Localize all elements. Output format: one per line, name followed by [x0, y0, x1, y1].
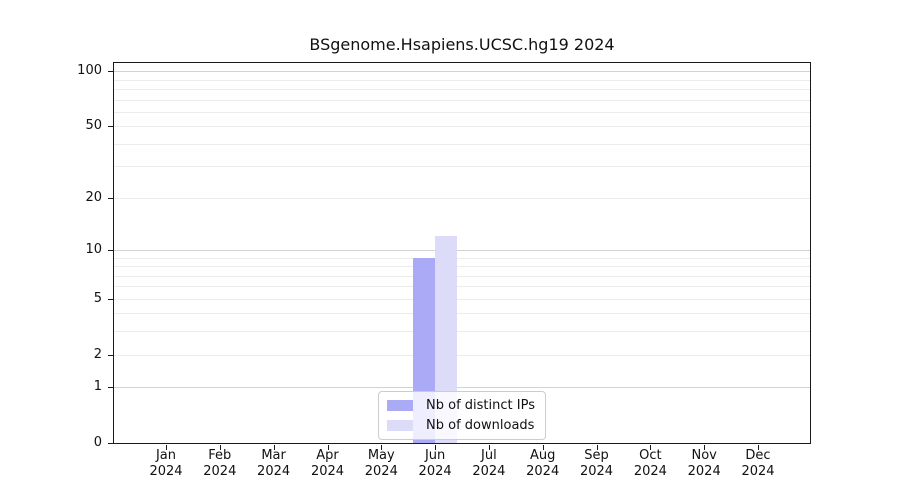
y-tick-20: [108, 197, 113, 199]
x-tick-label-dec: Dec 2024: [741, 448, 775, 479]
gridline-major-10: [114, 249, 810, 251]
gridline-minor-80: [114, 89, 810, 91]
x-tick-oct: [650, 445, 652, 450]
legend-swatch-distinct-ips: [387, 400, 414, 411]
gridline-minor-30: [114, 166, 810, 168]
gridline-minor-5: [114, 298, 810, 300]
x-tick-label-may: May 2024: [364, 448, 398, 479]
x-tick-label-apr: Apr 2024: [310, 448, 345, 479]
x-tick-label-jan: Jan 2024: [149, 448, 183, 479]
legend-entry-distinct-ips: Nb of distinct IPs: [387, 398, 535, 413]
x-tick-jun: [435, 445, 437, 450]
y-tick-label-100: 100: [77, 63, 102, 79]
gridline-minor-60: [114, 111, 810, 113]
chart-legend: Nb of distinct IPs Nb of downloads: [378, 391, 546, 440]
x-tick-label-jun: Jun 2024: [418, 448, 452, 479]
y-tick-100: [108, 71, 113, 73]
gridline-minor-9: [114, 257, 810, 259]
x-tick-label-jul: Jul 2024: [472, 448, 506, 479]
x-tick-nov: [704, 445, 706, 450]
x-tick-label-mar: Mar 2024: [257, 448, 291, 479]
chart-title: BSgenome.Hsapiens.UCSC.hg19 2024: [309, 35, 615, 54]
legend-entry-downloads: Nb of downloads: [387, 418, 535, 433]
y-tick-5: [108, 298, 113, 300]
gridline-minor-40: [114, 143, 810, 145]
x-tick-label-sep: Sep 2024: [579, 448, 614, 479]
plot-area: Nb of distinct IPs Nb of downloads 0 1 2 5 1…: [77, 62, 811, 479]
legend-label-distinct-ips: Nb of distinct IPs: [426, 398, 535, 413]
gridline-minor-6: [114, 286, 810, 288]
x-tick-dec: [758, 445, 759, 450]
x-tick-aug: [542, 445, 544, 450]
x-tick-label-nov: Nov 2024: [687, 448, 721, 479]
gridline-major-100: [114, 71, 810, 73]
y-tick-label-50: 50: [85, 118, 102, 134]
y-tick-label-1: 1: [93, 379, 102, 395]
y-tick-2: [108, 354, 113, 356]
y-tick-label-5: 5: [93, 290, 102, 306]
x-tick-label-oct: Oct 2024: [633, 448, 667, 479]
x-tick-label-feb: Feb 2024: [203, 448, 237, 479]
y-tick-label-2: 2: [93, 346, 102, 362]
legend-swatch-downloads: [387, 420, 414, 431]
y-tick-label-20: 20: [85, 189, 102, 205]
gridline-minor-4: [114, 313, 810, 315]
y-tick-50: [108, 126, 113, 128]
gridline-minor-2: [114, 354, 810, 356]
gridline-minor-8: [114, 266, 810, 267]
y-tick-0: [108, 443, 113, 444]
x-tick-jan: [166, 445, 167, 450]
y-tick-10: [108, 249, 113, 251]
x-tick-sep: [596, 445, 598, 450]
y-tick-label-10: 10: [85, 241, 102, 257]
gridline-minor-90: [114, 79, 810, 81]
x-tick-mar: [273, 445, 275, 450]
gridline-minor-7: [114, 275, 810, 277]
x-tick-label-aug: Aug 2024: [526, 448, 560, 479]
x-tick-feb: [219, 445, 221, 450]
gridline-major-1: [114, 387, 810, 389]
legend-label-downloads: Nb of downloads: [426, 418, 535, 433]
gridline-minor-70: [114, 99, 810, 101]
y-tick-label-0: 0: [93, 435, 102, 450]
y-tick-1: [108, 387, 113, 389]
gridline-minor-50: [114, 126, 810, 128]
gridline-minor-3: [114, 331, 810, 333]
x-tick-jul: [488, 445, 490, 450]
gridline-minor-20: [114, 197, 810, 199]
x-tick-apr: [327, 445, 329, 450]
x-tick-may: [381, 445, 383, 450]
